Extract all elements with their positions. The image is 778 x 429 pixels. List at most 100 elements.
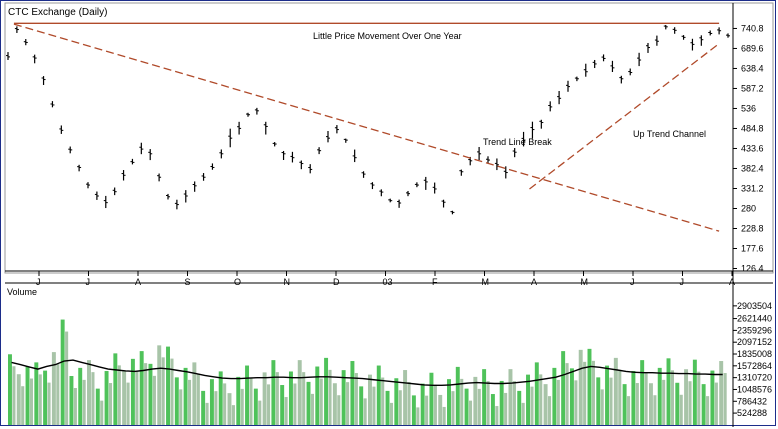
volume-bar [403,370,408,425]
volume-bar [73,388,77,425]
volume-bar [104,371,109,425]
volume-bar [56,364,60,425]
volume-bar [635,383,639,425]
volume-bar [587,348,592,425]
volume-bar [122,370,127,425]
volume-bar [517,390,522,425]
volume-bar [280,385,285,425]
volume-bar [179,389,183,425]
volume-bar [482,369,487,425]
volume-bar [227,393,232,425]
volume-bar [87,360,91,425]
volume-bar [231,405,235,425]
x-tick-label: J [630,277,635,287]
x-tick-label: S [185,277,191,287]
price-y-tick-label: 484.8 [741,123,764,133]
volume-y-tick-label: 1048576 [737,384,772,394]
volume-bar [490,394,495,425]
x-tick-label: F [432,277,438,287]
volume-bar [161,357,165,425]
volume-bar [214,391,218,425]
annotation-trend-line-break: Trend Line Break [483,137,552,147]
volume-bar [438,394,443,425]
volume-bar [78,367,83,425]
volume-bar [245,365,250,425]
x-tick-label: J [680,277,685,287]
volume-bar [644,372,648,425]
volume-bar [433,384,437,425]
volume-bar [411,395,416,425]
volume-bar [82,379,86,425]
volume-bar [310,393,314,425]
trend-line-down [13,23,720,232]
volume-bar [297,360,302,425]
volume-bar [420,383,425,425]
volume-bar [389,402,394,425]
volume-bar [354,373,358,425]
volume-bar [556,379,560,425]
volume-bar [262,372,267,425]
volume-bar [223,383,227,425]
volume-bar [495,406,499,425]
volume-bar [455,366,460,425]
trend-line-up [529,43,720,190]
volume-bar [416,407,420,425]
volume-bar [205,402,209,425]
volume-bar [192,362,197,425]
volume-bar [51,352,56,425]
volume-bar [29,378,34,425]
volume-bar [591,360,595,425]
volume-bar [368,374,372,425]
x-tick-label: M [482,277,490,287]
x-tick-label: 03 [383,277,393,287]
volume-bar [596,377,601,425]
volume-bar [69,376,74,425]
volume-bar [130,358,135,425]
volume-bar [714,382,718,425]
price-y-tick-label: 382.4 [741,163,764,173]
x-tick-label: O [234,277,241,287]
price-y-tick-label: 126.4 [741,263,764,273]
volume-bar [209,379,214,425]
volume-bar [117,365,121,425]
volume-bar [618,369,622,425]
volume-bar [60,319,65,425]
volume-bar [201,390,206,425]
volume-bar [468,400,473,425]
volume-bar [34,362,39,425]
volume-y-tick-label: 1835008 [737,349,772,359]
volume-bar [548,396,552,425]
volume-bar [640,360,645,425]
volume-bar [174,377,179,425]
volume-bar [284,397,288,425]
volume-bar [152,375,156,425]
volume-bar [144,363,148,425]
x-tick-label: D [333,277,340,287]
volume-bar [504,392,508,425]
volume-bar [258,400,262,425]
volume-bar [315,366,320,425]
volume-bar [552,367,557,425]
volume-bar [157,345,162,425]
volume-bar [578,349,583,425]
volume-y-tick-label: 2621440 [737,314,772,324]
volume-bar [385,390,390,425]
volume-bar [706,396,710,425]
volume-bar [692,359,697,425]
volume-bar [8,354,12,425]
volume-bar [376,365,381,425]
volume-bar [139,351,144,425]
price-y-tick-label: 638.4 [741,63,764,73]
volume-bar [451,391,455,425]
volume-bar [341,370,346,425]
price-y-tick-label: 228.8 [741,223,764,233]
volume-bar [148,363,153,425]
volume-bar [328,369,332,425]
volume-bar [561,351,566,425]
volume-bar [324,357,329,425]
volume-bar [583,361,587,425]
volume-bar [477,388,481,425]
volume-bar [188,379,192,425]
